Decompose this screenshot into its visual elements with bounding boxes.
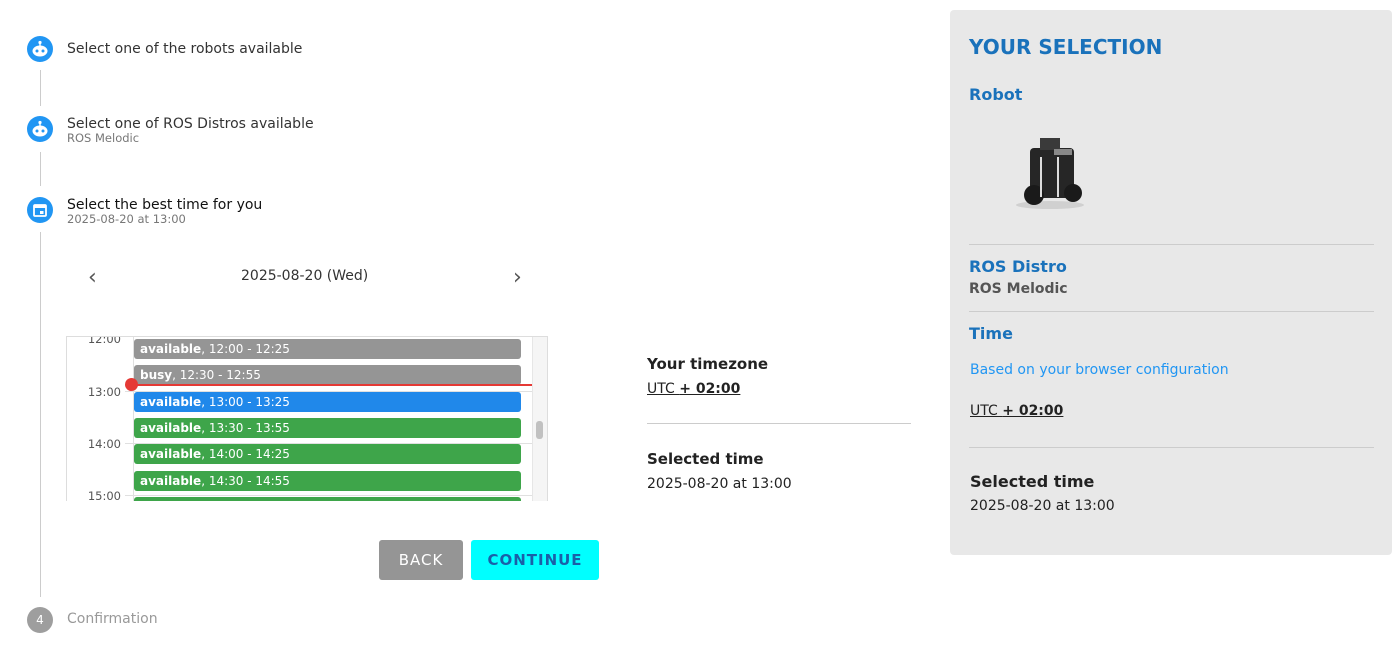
slot-status: available (140, 342, 202, 356)
step-connector (40, 232, 41, 597)
slot-range: , 12:30 - 12:55 (172, 368, 261, 383)
timezone-prefix: UTC (970, 403, 1003, 419)
slot-status: available (140, 447, 202, 462)
hour-label: 14:00 (87, 437, 121, 451)
step-2-subtitle: ROS Melodic (67, 131, 140, 145)
slot-range: , 14:30 - 14:55 (201, 473, 290, 488)
step-3-subtitle: 2025-08-20 at 13:00 (67, 212, 186, 226)
divider (969, 244, 1374, 245)
hour-line (125, 443, 532, 444)
timezone-value[interactable]: UTC + 02:00 (647, 381, 740, 397)
robot-label: Robot (969, 85, 1023, 104)
robot-icon (27, 116, 53, 142)
prev-day-button[interactable]: ‹ (88, 265, 97, 290)
step-2-title: Select one of ROS Distros available (67, 116, 314, 132)
hour-line (125, 495, 532, 496)
time-slot[interactable]: busy, 12:30 - 12:55 (134, 365, 521, 386)
timezone-offset: + 02:00 (679, 381, 741, 397)
time-slot[interactable]: available, 12:00 - 12:25 (134, 339, 521, 359)
gutter-divider (133, 337, 134, 501)
time-label: Time (969, 324, 1013, 343)
time-slot[interactable]: available, 13:30 - 13:55 (134, 417, 521, 438)
panel-selected-value: 2025-08-20 at 13:00 (970, 498, 1115, 514)
time-slot[interactable]: available, 14:00 - 14:25 (134, 444, 521, 465)
step-3-title: Select the best time for you (67, 197, 263, 213)
panel-title: YOUR SELECTION (969, 35, 1163, 59)
hour-label: 13:00 (87, 385, 121, 399)
slot-range: , 13:30 - 13:55 (201, 420, 290, 435)
hour-label: 15:00 (87, 489, 121, 501)
slot-status: available (140, 394, 202, 409)
timezone-label: Your timezone (647, 355, 769, 373)
selection-panel: YOUR SELECTION Robot ROS Distro ROS Melo… (950, 10, 1392, 555)
time-slot[interactable]: available, 13:00 - 13:25 (134, 391, 521, 412)
divider (969, 311, 1374, 312)
panel-selected-label: Selected time (970, 472, 1095, 491)
slot-status: available (140, 473, 202, 488)
slot-range: , 13:00 - 13:25 (201, 394, 290, 409)
current-time-dot (125, 378, 138, 391)
scrollbar-thumb[interactable] (536, 421, 543, 439)
browser-config-note: Based on your browser configuration (970, 362, 1229, 378)
timezone-prefix: UTC (647, 381, 680, 397)
scrollbar-track[interactable] (532, 337, 547, 501)
panel-timezone[interactable]: UTC + 02:00 (970, 403, 1063, 419)
distro-label: ROS Distro (969, 257, 1067, 276)
time-slot[interactable]: available, 14:30 - 14:55 (134, 470, 521, 491)
robot-image (1010, 135, 1090, 210)
hour-line (125, 391, 532, 392)
back-button[interactable]: BACK (379, 540, 463, 580)
continue-button[interactable]: CONTINUE (471, 540, 599, 580)
hour-label: 12:00 (87, 336, 121, 346)
slot-status: available (140, 420, 202, 435)
distro-value: ROS Melodic (969, 281, 1068, 297)
time-slot[interactable] (134, 496, 521, 501)
step-connector (40, 152, 41, 186)
day-schedule[interactable]: 12:00 13:00 14:00 15:00 available, 12:00… (66, 336, 548, 501)
slot-status: busy (140, 368, 173, 383)
step-connector (40, 70, 41, 106)
timezone-offset: + 02:00 (1002, 403, 1064, 419)
next-day-button[interactable]: › (513, 265, 522, 290)
divider (647, 423, 911, 424)
robot-icon (27, 36, 53, 62)
step-4-title: Confirmation (67, 611, 158, 627)
slot-range: , 14:00 - 14:25 (201, 447, 290, 462)
step-4-number: 4 (27, 607, 53, 633)
step-1-title: Select one of the robots available (67, 41, 303, 57)
divider (969, 447, 1374, 448)
selected-time-value: 2025-08-20 at 13:00 (647, 476, 792, 492)
selected-time-label: Selected time (647, 450, 764, 468)
current-time-line (134, 384, 532, 386)
calendar-date: 2025-08-20 (Wed) (241, 268, 369, 284)
calendar-icon (27, 197, 53, 223)
slot-range: , 12:00 - 12:25 (201, 342, 290, 356)
